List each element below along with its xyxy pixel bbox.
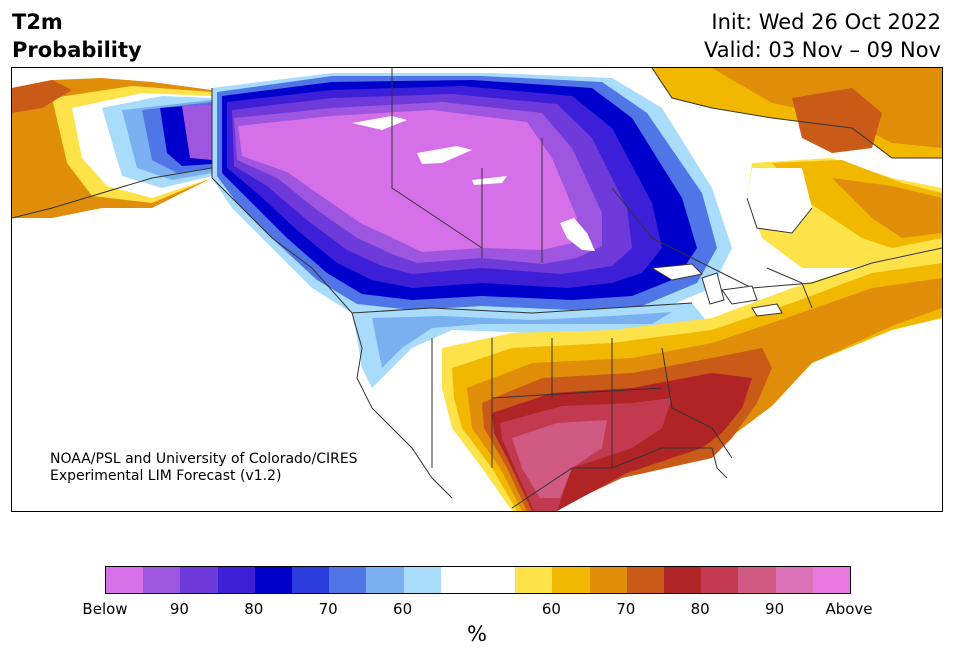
colorbar-tick-label: Above [825,600,873,618]
canada-cold-region [212,73,732,318]
us-warm-region [442,248,942,511]
colorbar-unit: % [467,622,487,646]
colorbar-swatch [478,567,516,593]
init-date: Init: Wed 26 Oct 2022 [711,10,941,34]
title-line-2: Probability [12,38,142,62]
land-borders [12,68,942,509]
colorbar-swatch [664,567,702,593]
colorbar-swatch [738,567,776,593]
colorbar-tick-label: Below [82,600,128,618]
northeast-warm [652,68,942,268]
colorbar-swatch [254,567,293,593]
colorbar-swatch [701,567,739,593]
colorbar-swatch [366,567,404,593]
colorbar-swatch [552,567,590,593]
colorbar-tick-label: 70 [318,600,338,618]
credit-line-1: NOAA/PSL and University of Colorado/CIRE… [50,451,358,467]
colorbar-swatch [292,567,330,593]
colorbar-swatch [515,567,553,593]
great-lakes [650,263,783,317]
colorbar-swatch [143,567,181,593]
credit-line-2: Experimental LIM Forecast (v1.2) [50,468,282,484]
valid-date: Valid: 03 Nov – 09 Nov [704,38,941,62]
colorbar-swatch [440,567,479,593]
colorbar-swatch [812,567,851,593]
colorbar-tick-label: 80 [244,600,264,618]
colorbar-swatch [329,567,367,593]
map-title: T2m Probability [12,8,142,64]
colorbar-tick-label: 90 [765,600,785,618]
colorbar-tick-label: 60 [541,600,561,618]
colorbar-swatch [589,567,627,593]
colorbar-tick-label: 60 [393,600,413,618]
title-line-1: T2m [12,10,63,34]
date-info: Init: Wed 26 Oct 2022 Valid: 03 Nov – 09… [704,8,941,64]
map-panel: NOAA/PSL and University of Colorado/CIRE… [11,67,943,512]
colorbar-swatch [775,567,813,593]
colorbar [105,566,851,594]
colorbar-tick-label: 70 [616,600,636,618]
colorbar-tick-label: 90 [169,600,189,618]
colorbar-swatch [626,567,665,593]
colorbar-swatch [403,567,441,593]
credit-text: NOAA/PSL and University of Colorado/CIRE… [50,451,358,485]
colorbar-tick-label: 80 [690,600,710,618]
colorbar-swatch [180,567,218,593]
probability-map [12,68,942,511]
colorbar-swatch [217,567,255,593]
alaska-region [12,78,212,218]
us-west-cool [352,303,712,388]
colorbar-swatch [106,567,144,593]
